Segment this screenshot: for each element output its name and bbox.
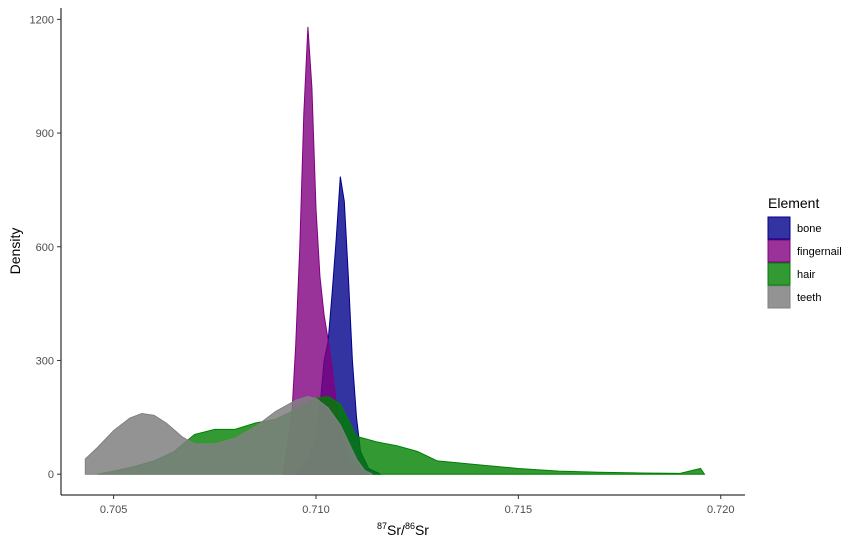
legend-key-teeth <box>767 285 791 309</box>
x-axis-title-base1: Sr/ <box>387 522 405 538</box>
y-tick-label: 1200 <box>30 14 54 26</box>
legend-label-hair: hair <box>797 269 816 281</box>
legend-title: Element <box>768 195 819 211</box>
y-axis-title: Density <box>7 228 23 275</box>
x-tick-label: 0.715 <box>505 504 533 516</box>
ticks-layer: 0 300 600 900 1200 0.705 0.710 0.715 0.720 <box>30 14 735 516</box>
legend-key-hair <box>767 262 791 286</box>
x-axis-title-base2: Sr <box>415 522 429 538</box>
series-layer <box>84 26 706 475</box>
legend-key-fingernail <box>767 239 791 263</box>
y-tick-label: 600 <box>36 242 54 254</box>
density-area-teeth <box>84 395 373 475</box>
legend: Element bone fingernail hair teeth <box>767 195 842 309</box>
legend-key-bone <box>767 216 791 240</box>
legend-label-fingernail: fingernail <box>797 246 842 258</box>
x-axis-title: 87Sr/86Sr <box>377 521 429 538</box>
x-tick-label: 0.720 <box>707 504 735 516</box>
legend-label-teeth: teeth <box>797 292 821 304</box>
y-tick-label: 900 <box>36 128 54 140</box>
x-axis-title-sup1: 87 <box>377 521 387 531</box>
y-tick-label: 300 <box>36 355 54 367</box>
legend-label-bone: bone <box>797 223 821 235</box>
x-tick-label: 0.705 <box>100 504 128 516</box>
legend-entries: bone fingernail hair teeth <box>767 216 842 309</box>
y-tick-label: 0 <box>48 469 54 481</box>
x-axis-title-sup2: 86 <box>405 521 415 531</box>
axes-layer <box>60 8 745 496</box>
x-tick-label: 0.710 <box>302 504 330 516</box>
